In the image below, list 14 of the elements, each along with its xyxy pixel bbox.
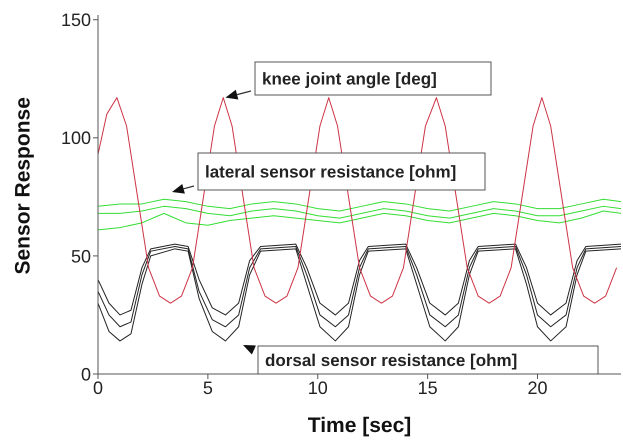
x-tick-label: 0 xyxy=(92,378,104,398)
annotation: dorsal sensor resistance [ohm] xyxy=(265,351,518,370)
y-tick-label: 50 xyxy=(70,246,91,266)
annotation: lateral sensor resistance [ohm] xyxy=(205,162,456,182)
x-tick-label: 20 xyxy=(527,378,548,398)
y-tick-label: 100 xyxy=(60,128,91,148)
y-tick-label: 150 xyxy=(60,10,91,30)
x-axis-title: Time [sec] xyxy=(308,414,412,437)
y-tick-label: 0 xyxy=(80,364,91,384)
y-axis-title: Sensor Response xyxy=(11,97,34,274)
x-tick-label: 15 xyxy=(418,378,438,398)
x-tick-label: 10 xyxy=(308,378,328,398)
annotation: knee joint angle [deg] xyxy=(262,70,437,88)
x-tick-label: 5 xyxy=(202,378,213,398)
